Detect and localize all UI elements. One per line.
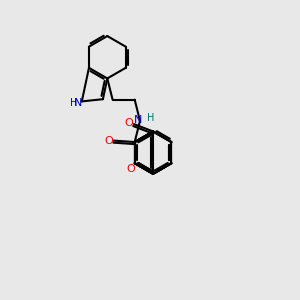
Text: N: N (134, 115, 143, 125)
Text: O: O (124, 118, 133, 128)
Text: H: H (148, 113, 155, 124)
Text: O: O (104, 136, 113, 146)
Text: N: N (74, 98, 82, 108)
Text: H: H (70, 98, 77, 108)
Text: O: O (127, 164, 136, 173)
